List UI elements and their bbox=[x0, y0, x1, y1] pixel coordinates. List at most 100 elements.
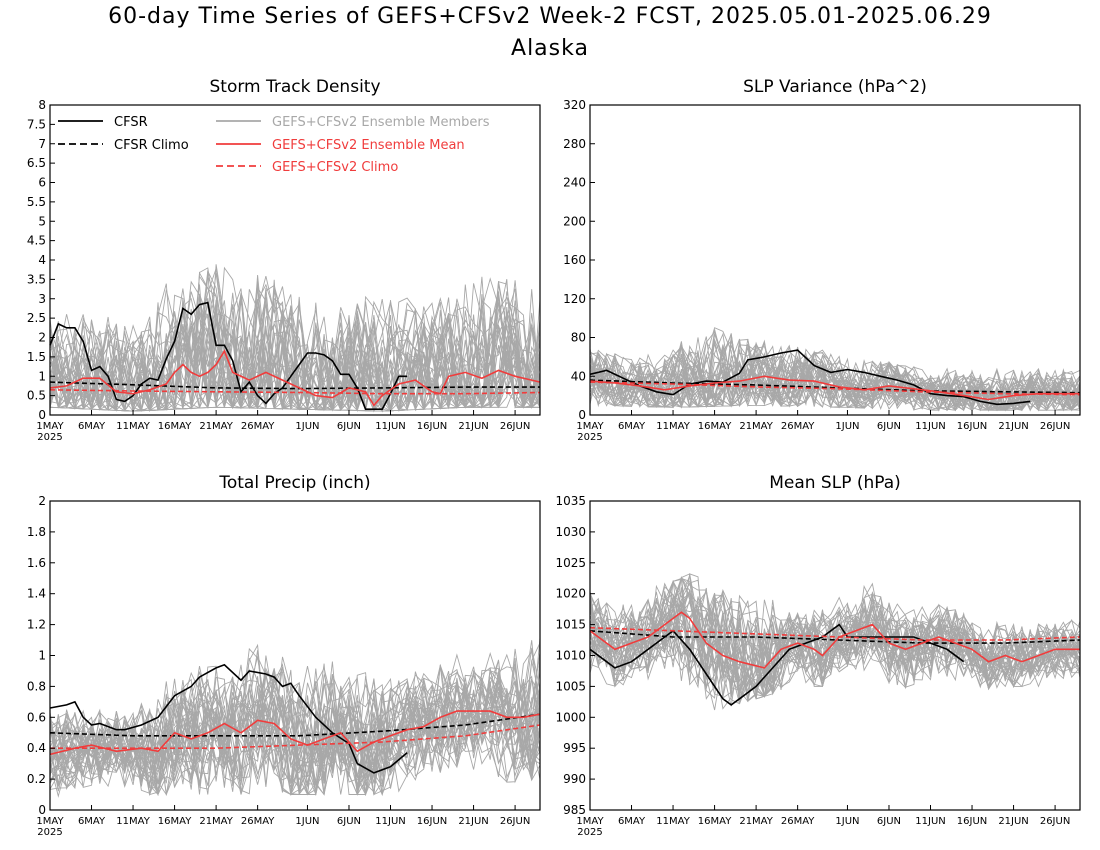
x-tick-year-label: 2025 bbox=[37, 827, 62, 838]
ensemble-member-line bbox=[49, 674, 541, 795]
ensemble-member-line bbox=[589, 345, 1081, 412]
x-tick-label: 6MAY bbox=[78, 816, 106, 827]
y-tick-label: 6 bbox=[38, 176, 46, 190]
ensemble-member-line bbox=[49, 643, 541, 796]
y-tick-label: 1035 bbox=[555, 494, 586, 508]
ensemble-member-line bbox=[589, 348, 1081, 412]
x-tick-label: 26JUN bbox=[500, 421, 530, 432]
chart-region-subtitle: Alaska bbox=[511, 36, 589, 61]
y-tick-label: 1015 bbox=[555, 618, 586, 632]
y-tick-label: 1010 bbox=[555, 649, 586, 663]
x-tick-year-label: 2025 bbox=[37, 432, 62, 443]
y-tick-label: 2 bbox=[38, 494, 46, 508]
gefs-cfsv2-climo-line bbox=[50, 724, 541, 749]
y-tick-label: 995 bbox=[563, 741, 586, 755]
x-tick-label: 6JUN bbox=[877, 816, 901, 827]
y-tick-label: 0 bbox=[38, 803, 46, 817]
x-tick-label: 11MAY bbox=[116, 421, 150, 432]
y-tick-label: 3.5 bbox=[27, 272, 46, 286]
legend-label-cfsr_climo: CFSR Climo bbox=[114, 138, 189, 153]
y-tick-label: 0.2 bbox=[27, 772, 46, 786]
x-tick-label: 21JUN bbox=[998, 816, 1028, 827]
ensemble-member-line bbox=[589, 573, 1081, 700]
x-tick-label: 21MAY bbox=[739, 421, 773, 432]
y-tick-label: 200 bbox=[563, 214, 586, 228]
y-tick-label: 4 bbox=[38, 253, 46, 267]
x-tick-label: 21MAY bbox=[199, 816, 233, 827]
x-tick-label: 16JUN bbox=[417, 421, 447, 432]
y-tick-label: 990 bbox=[563, 772, 586, 786]
ensemble-member-line bbox=[49, 650, 541, 789]
ensemble-member-line bbox=[49, 659, 541, 795]
ensemble-member-line bbox=[49, 661, 541, 798]
x-tick-label: 6JUN bbox=[337, 421, 361, 432]
cfsr-line bbox=[589, 623, 965, 706]
x-tick-label: 11JUN bbox=[915, 421, 945, 432]
y-tick-label: 40 bbox=[571, 369, 586, 383]
x-tick-label: 26MAY bbox=[781, 421, 815, 432]
y-tick-label: 5.5 bbox=[27, 195, 46, 209]
gefs-cfsv2-ensemble-mean-line bbox=[589, 611, 1080, 669]
ensemble-member-line bbox=[589, 344, 1081, 411]
cfsr-climo-line bbox=[589, 630, 1081, 644]
x-tick-label: 26JUN bbox=[500, 816, 530, 827]
x-tick-label: 6MAY bbox=[78, 421, 106, 432]
x-tick-label: 26MAY bbox=[781, 816, 815, 827]
y-tick-label: 4.5 bbox=[27, 234, 46, 248]
y-tick-label: 0 bbox=[578, 408, 586, 422]
y-tick-label: 1005 bbox=[555, 679, 586, 693]
panel-slp: Mean SLP (hPa) 985 990 995 1000 1005 1010 1015 1… bbox=[555, 473, 1081, 838]
x-tick-label: 1MAY bbox=[576, 421, 604, 432]
y-tick-label: 1.8 bbox=[27, 525, 46, 539]
chart-main-title: 60-day Time Series of GEFS+CFSv2 Week-2 … bbox=[108, 4, 992, 29]
ensemble-member-line bbox=[589, 343, 1081, 412]
cfsr-line bbox=[49, 301, 408, 410]
ensemble-member-line bbox=[49, 274, 541, 413]
y-tick-label: 985 bbox=[563, 803, 586, 817]
x-tick-label: 21JUN bbox=[998, 421, 1028, 432]
ensemble-member-line bbox=[49, 268, 540, 412]
panel-title: Storm Track Density bbox=[209, 77, 380, 97]
y-tick-label: 5 bbox=[38, 214, 46, 228]
ensemble-members bbox=[589, 573, 1081, 711]
x-tick-label: 16JUN bbox=[957, 816, 987, 827]
y-tick-label: 240 bbox=[563, 176, 586, 190]
x-tick-label: 21MAY bbox=[739, 816, 773, 827]
ensemble-member-line bbox=[49, 676, 541, 797]
x-tick-label: 16JUN bbox=[957, 421, 987, 432]
y-tick-label: 1 bbox=[38, 369, 46, 383]
ensemble-members bbox=[589, 327, 1081, 412]
x-tick-label: 21JUN bbox=[458, 816, 488, 827]
y-tick-label: 0.6 bbox=[27, 710, 46, 724]
cfsr-line bbox=[589, 349, 1031, 406]
x-tick-label: 21MAY bbox=[199, 421, 233, 432]
panel-title: Total Precip (inch) bbox=[218, 473, 370, 493]
x-tick-label: 1JUN bbox=[835, 816, 859, 827]
y-tick-label: 0 bbox=[38, 408, 46, 422]
x-tick-label: 26MAY bbox=[241, 816, 275, 827]
y-tick-label: 1000 bbox=[555, 710, 586, 724]
y-tick-label: 2.5 bbox=[27, 311, 46, 325]
x-tick-label: 11JUN bbox=[375, 816, 405, 827]
panel-title: Mean SLP (hPa) bbox=[769, 473, 901, 493]
x-tick-label: 11MAY bbox=[656, 816, 690, 827]
x-tick-label: 16JUN bbox=[417, 816, 447, 827]
x-tick-label: 6MAY bbox=[618, 421, 646, 432]
x-tick-year-label: 2025 bbox=[577, 827, 602, 838]
x-tick-label: 6JUN bbox=[337, 816, 361, 827]
y-tick-label: 80 bbox=[571, 331, 586, 345]
y-tick-label: 7 bbox=[38, 137, 46, 151]
x-tick-label: 11MAY bbox=[656, 421, 690, 432]
y-tick-label: 1 bbox=[38, 649, 46, 663]
panel-slpvar: SLP Variance (hPa^2) 0 40 80 120 160 200 240 280… bbox=[563, 77, 1081, 443]
x-tick-year-label: 2025 bbox=[577, 432, 602, 443]
y-tick-label: 1030 bbox=[555, 525, 586, 539]
ensemble-member-line bbox=[589, 578, 1081, 689]
y-tick-label: 3 bbox=[38, 292, 46, 306]
ensemble-member-line bbox=[49, 294, 541, 413]
y-tick-label: 1025 bbox=[555, 556, 586, 570]
x-tick-label: 26MAY bbox=[241, 421, 275, 432]
x-tick-label: 11JUN bbox=[915, 816, 945, 827]
ensemble-members bbox=[49, 264, 541, 413]
